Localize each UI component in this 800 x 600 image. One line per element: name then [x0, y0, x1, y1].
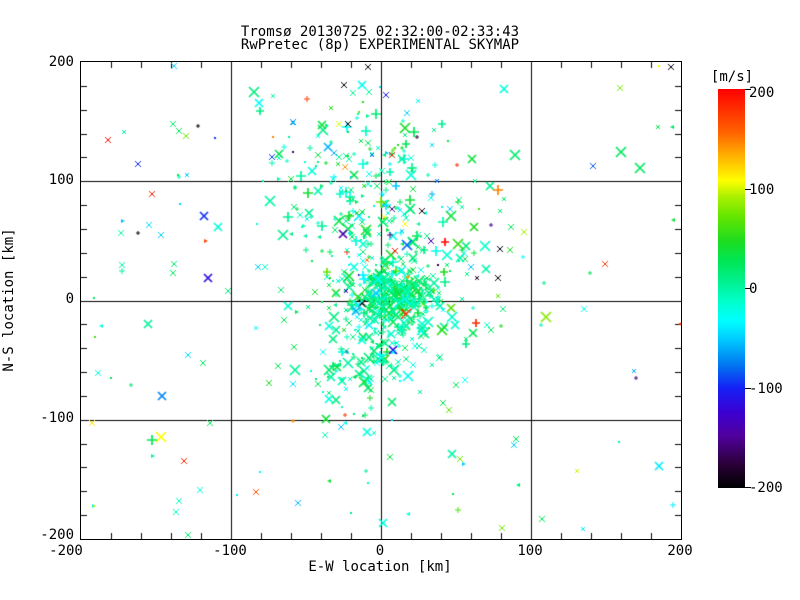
y-axis-title: N-S location [km]	[1, 228, 17, 372]
y-tick-label: 0	[65, 291, 74, 307]
colorbar-tick-label: 200	[749, 85, 775, 101]
y-tick-label: 100	[48, 172, 74, 188]
x-tick-label: -100	[213, 543, 247, 559]
x-tick-label: 0	[375, 543, 385, 559]
colorbar-tick	[745, 487, 751, 488]
velocity-colorbar	[718, 89, 745, 488]
x-tick-label: -200	[49, 543, 83, 559]
y-tick-label: -200	[40, 527, 74, 543]
colorbar-tick	[745, 288, 751, 289]
plot-subtitle: RwPretec (8p) EXPERIMENTAL SKYMAP	[240, 37, 520, 53]
x-tick-label: 200	[667, 543, 693, 559]
x-axis-title: E-W location [km]	[308, 559, 452, 575]
y-tick-label: 200	[48, 54, 74, 70]
colorbar-tick	[745, 189, 751, 190]
colorbar-tick	[745, 89, 751, 90]
colorbar-tick-label: -100	[749, 381, 783, 397]
plot-title: Tromsø 20130725 02:32:00-02:33:43	[240, 24, 520, 40]
colorbar-tick-label: 100	[749, 182, 775, 198]
y-tick-label: -100	[40, 410, 74, 426]
colorbar-tick-label: -200	[749, 480, 783, 496]
x-tick-label: 100	[517, 543, 543, 559]
skymap-canvas	[81, 62, 681, 539]
colorbar-tick-label: 0	[749, 281, 758, 297]
colorbar-units-label: [m/s]	[710, 69, 754, 85]
plot-area	[80, 61, 682, 540]
colorbar-tick	[745, 388, 751, 389]
